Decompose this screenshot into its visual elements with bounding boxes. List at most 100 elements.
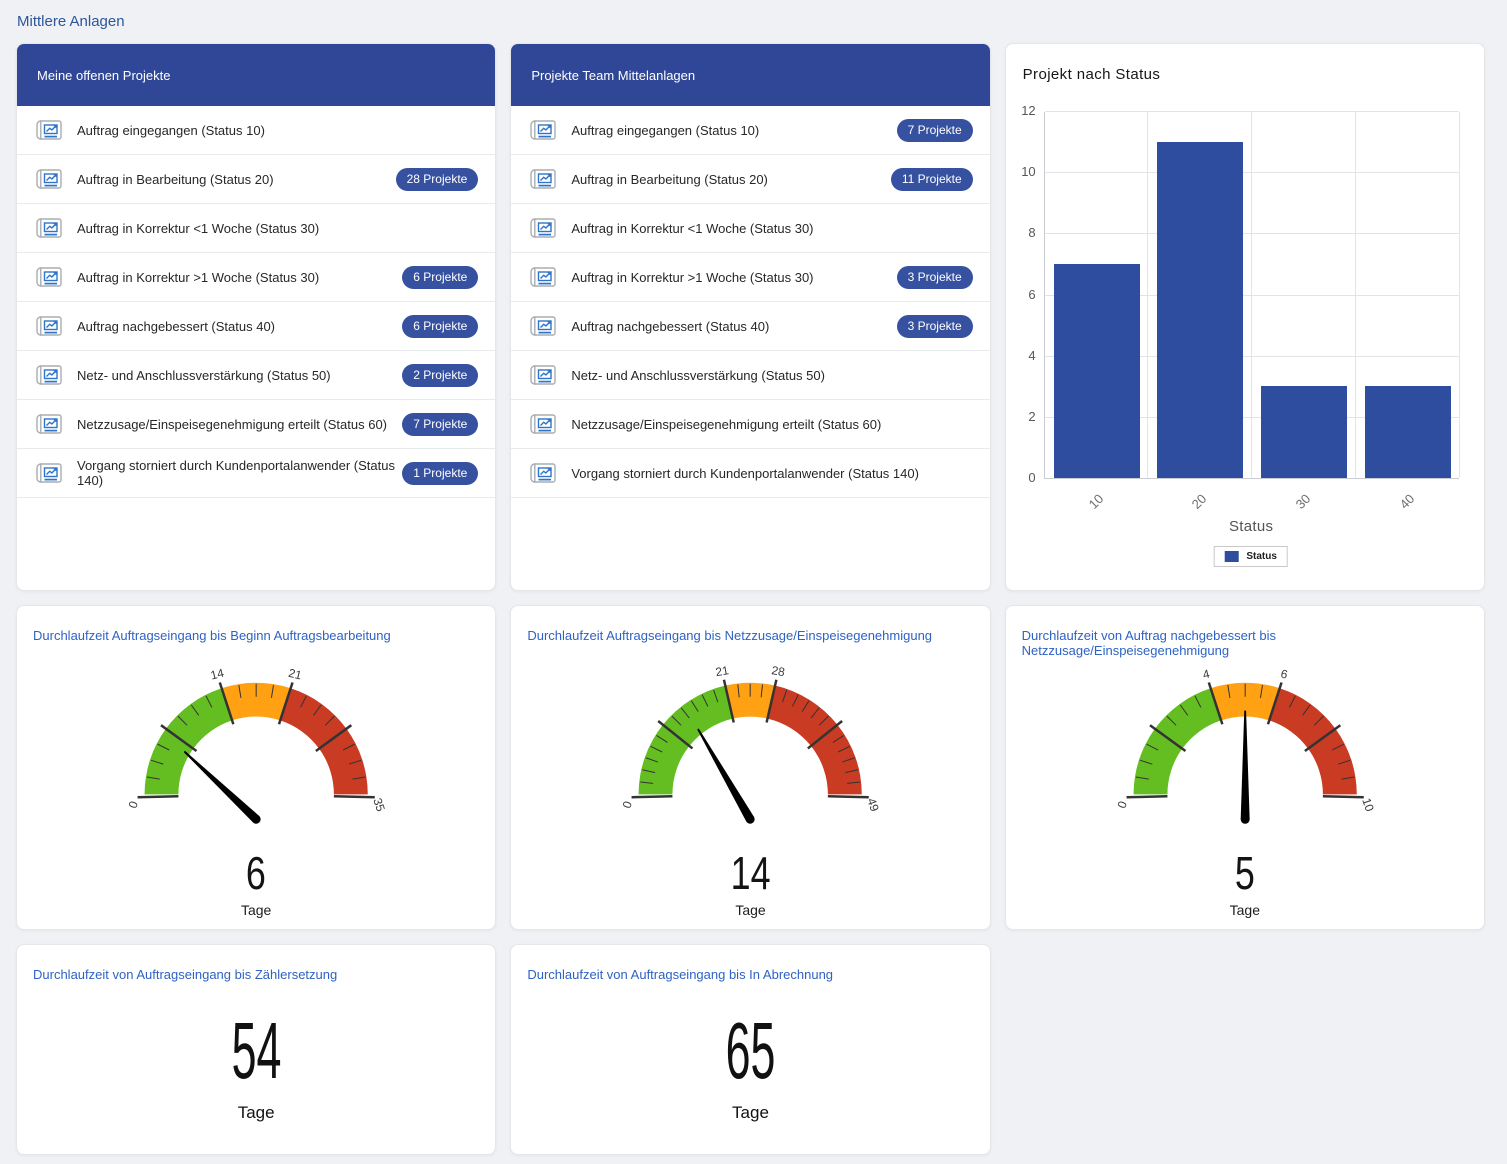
chart-report-icon-svg xyxy=(530,120,557,140)
gauge-chart: 0 21 28 49 xyxy=(511,610,989,849)
chart-report-icon xyxy=(34,264,64,290)
gauge-value: 6 xyxy=(246,847,267,899)
chart-report-icon-svg xyxy=(530,365,557,385)
chart-report-icon xyxy=(34,117,64,143)
bar-chart-plot xyxy=(1043,111,1460,479)
chart-report-icon-svg xyxy=(36,414,62,434)
list-item[interactable]: Vorgang storniert durch Kundenportalanwe… xyxy=(511,449,990,498)
list-item[interactable]: Auftrag in Korrektur <1 Woche (Status 30… xyxy=(511,204,990,253)
project-count-badge: 7 Projekte xyxy=(402,412,479,436)
svg-text:49: 49 xyxy=(865,796,883,813)
list-item[interactable]: Auftrag in Bearbeitung (Status 20) 28 Pro… xyxy=(17,155,496,204)
gauge-svg: 0 21 28 49 xyxy=(620,663,883,824)
svg-text:0: 0 xyxy=(126,799,142,810)
svg-text:21: 21 xyxy=(715,663,731,679)
gauge-unit: Tage xyxy=(735,902,766,918)
list-item[interactable]: Auftrag eingegangen (Status 10) 7 Projekt… xyxy=(511,106,990,155)
y-axis-tick-label: 12 xyxy=(1021,103,1036,118)
gauge-chart: 0 4 6 10 xyxy=(1006,610,1484,849)
project-count-badge: 6 Projekte xyxy=(402,265,479,289)
gauge-svg: 0 4 6 10 xyxy=(1114,666,1377,824)
chart-report-icon-svg xyxy=(36,316,62,336)
list-item-label: Auftrag nachgebessert (Status 40) xyxy=(77,318,276,334)
list-item[interactable]: Auftrag in Bearbeitung (Status 20) 11 Pro… xyxy=(511,155,990,204)
chart-report-icon xyxy=(34,166,64,192)
list-item[interactable]: Netz- und Anschlussverstärkung (Status 5… xyxy=(17,351,496,400)
list-item-label: Netzzusage/Einspeisegenehmigung erteilt … xyxy=(571,416,882,432)
gauge-title: Durchlaufzeit Auftragseingang bis Netzzu… xyxy=(527,628,933,643)
list-item-label: Netzzusage/Einspeisegenehmigung erteilt … xyxy=(77,416,388,432)
chart-report-icon xyxy=(528,166,558,192)
y-axis-tick-label: 8 xyxy=(1028,225,1036,241)
chart-report-icon-svg xyxy=(36,169,62,189)
bar-status-20 xyxy=(1157,141,1244,478)
gridline-horizontal xyxy=(1044,111,1459,112)
project-list-team-projects: Auftrag eingegangen (Status 10) 7 Projekt… xyxy=(511,106,990,498)
chart-report-icon xyxy=(528,313,558,339)
y-axis-tick-label: 0 xyxy=(1028,470,1036,485)
svg-text:6: 6 xyxy=(1279,667,1289,682)
project-list-my-open-projects: Auftrag eingegangen (Status 10) Auftrag i… xyxy=(17,106,496,498)
gauge-title: Durchlaufzeit Auftragseingang bis Beginn… xyxy=(33,628,391,643)
list-item-label: Netz- und Anschlussverstärkung (Status 5… xyxy=(571,367,825,383)
list-item-label: Auftrag in Korrektur <1 Woche (Status 30… xyxy=(571,220,814,236)
gridline-vertical xyxy=(1354,112,1356,478)
chart-report-icon xyxy=(528,460,558,486)
svg-text:21: 21 xyxy=(287,666,304,683)
dashboard-grid: Meine offenen Projekte Auftrag eingegang… xyxy=(16,43,1485,1155)
gauge-title: Durchlaufzeit von Auftrag nachgebessert … xyxy=(1021,628,1277,658)
list-item-label: Netz- und Anschlussverstärkung (Status 5… xyxy=(77,367,331,383)
gauge-value: 14 xyxy=(730,847,771,899)
kpi-unit: Tage xyxy=(732,1103,769,1122)
bar-status-30 xyxy=(1261,386,1348,478)
list-item[interactable]: Auftrag in Korrektur >1 Woche (Status 30… xyxy=(511,253,990,302)
list-item-label: Vorgang storniert durch Kundenportalanwe… xyxy=(571,465,919,481)
card-gauge-rework-to-grid-approval: Durchlaufzeit von Auftrag nachgebessert … xyxy=(1004,605,1485,930)
gridline-vertical xyxy=(1251,112,1253,478)
card-status-chart: Projekt nach Status Status Status 0 2 4 6 8 1… xyxy=(1004,43,1485,591)
chart-report-icon xyxy=(34,215,64,241)
list-item[interactable]: Netz- und Anschlussverstärkung (Status 5… xyxy=(511,351,990,400)
chart-report-icon-svg xyxy=(36,365,62,385)
list-item-label: Auftrag in Korrektur >1 Woche (Status 30… xyxy=(77,269,320,285)
chart-report-icon xyxy=(528,362,558,388)
project-count-badge: 3 Projekte xyxy=(896,314,973,338)
project-count-badge: 1 Projekte xyxy=(402,461,479,485)
list-item[interactable]: Netzzusage/Einspeisegenehmigung erteilt … xyxy=(17,400,496,449)
gauge-unit: Tage xyxy=(1229,902,1260,918)
list-item[interactable]: Auftrag in Korrektur <1 Woche (Status 30… xyxy=(17,204,496,253)
svg-text:4: 4 xyxy=(1201,666,1211,681)
chart-report-icon-svg xyxy=(530,218,557,238)
project-count-badge: 11 Projekte xyxy=(890,167,973,191)
list-item[interactable]: Netzzusage/Einspeisegenehmigung erteilt … xyxy=(511,400,990,449)
legend-label: Status xyxy=(1246,551,1277,562)
list-header-my-open-projects: Meine offenen Projekte xyxy=(17,44,496,106)
chart-report-icon-svg xyxy=(36,267,62,287)
page-title: Mittlere Anlagen xyxy=(17,13,125,30)
list-item[interactable]: Vorgang storniert durch Kundenportalanwe… xyxy=(17,449,496,498)
chart-title: Projekt nach Status xyxy=(1022,66,1161,83)
list-item[interactable]: Auftrag nachgebessert (Status 40) 6 Proje… xyxy=(17,302,496,351)
list-item[interactable]: Auftrag nachgebessert (Status 40) 3 Proje… xyxy=(511,302,990,351)
gauge-svg: 0 14 21 35 xyxy=(126,666,388,824)
bar-status-40 xyxy=(1364,386,1451,478)
x-axis-title: Status xyxy=(1228,518,1274,535)
chart-report-icon-svg xyxy=(530,316,557,336)
kpi-unit: Tage xyxy=(237,1103,275,1122)
list-item-label: Auftrag in Korrektur >1 Woche (Status 30… xyxy=(571,269,814,285)
chart-report-icon xyxy=(34,411,64,437)
list-item-label: Auftrag in Korrektur <1 Woche (Status 30… xyxy=(77,220,320,236)
y-axis-tick-label: 6 xyxy=(1028,286,1036,302)
y-axis-tick-label: 4 xyxy=(1028,347,1036,363)
chart-report-icon-svg xyxy=(530,169,557,189)
svg-text:28: 28 xyxy=(771,663,787,679)
list-item[interactable]: Auftrag in Korrektur >1 Woche (Status 30… xyxy=(17,253,496,302)
project-count-badge: 6 Projekte xyxy=(402,314,479,338)
list-item-label: Auftrag eingegangen (Status 10) xyxy=(571,122,760,138)
chart-report-icon xyxy=(34,362,64,388)
card-kpi-meter-installation: Durchlaufzeit von Auftragseingang bis Zä… xyxy=(16,944,497,1155)
list-item-label: Vorgang storniert durch Kundenportalanwe… xyxy=(77,458,395,488)
svg-text:0: 0 xyxy=(1114,799,1130,810)
list-item[interactable]: Auftrag eingegangen (Status 10) xyxy=(17,106,496,155)
legend-color-swatch xyxy=(1224,551,1239,562)
